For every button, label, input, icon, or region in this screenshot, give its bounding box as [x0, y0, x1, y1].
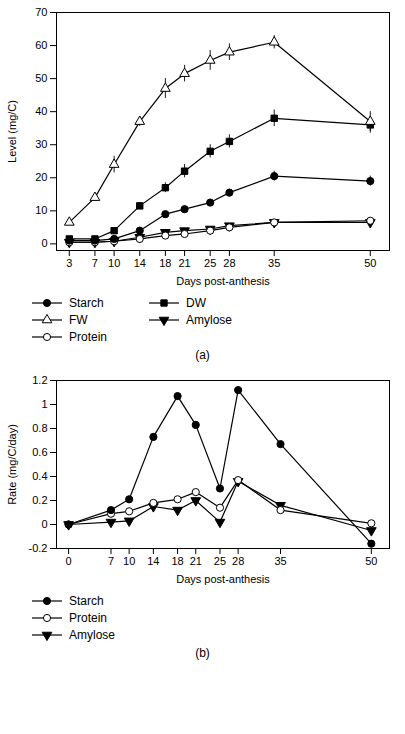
svg-text:35: 35 — [274, 555, 286, 567]
svg-text:21: 21 — [178, 257, 190, 269]
svg-text:14: 14 — [134, 257, 146, 269]
svg-text:0.2: 0.2 — [32, 494, 47, 506]
html-text:(b): (b) — [195, 646, 210, 660]
svg-text:7: 7 — [92, 257, 98, 269]
html-text:Protein: Protein — [69, 330, 107, 344]
svg-text:30: 30 — [35, 138, 47, 150]
svg-text:Level (mg/C): Level (mg/C) — [6, 100, 18, 163]
svg-text:40: 40 — [35, 105, 47, 117]
svg-text:0.4: 0.4 — [32, 470, 47, 482]
svg-text:21: 21 — [190, 555, 202, 567]
svg-text:10: 10 — [123, 555, 135, 567]
html-text:Starch: Starch — [69, 594, 104, 608]
svg-text:0: 0 — [41, 237, 47, 249]
svg-text:70: 70 — [35, 6, 47, 18]
svg-text:35: 35 — [268, 257, 280, 269]
html-text:DW: DW — [186, 296, 206, 310]
svg-text:50: 50 — [365, 555, 377, 567]
svg-text:Rate (mg/C/day): Rate (mg/C/day) — [6, 424, 18, 505]
html-text:Starch: Starch — [69, 296, 104, 310]
svg-text:0: 0 — [66, 555, 72, 567]
html-text:Amylose: Amylose — [186, 313, 232, 327]
svg-text:3: 3 — [66, 257, 72, 269]
svg-text:28: 28 — [223, 257, 235, 269]
svg-text:1: 1 — [41, 398, 47, 410]
html-text:Amylose: Amylose — [69, 628, 115, 642]
svg-text:0.6: 0.6 — [32, 446, 47, 458]
svg-text:0.8: 0.8 — [32, 422, 47, 434]
svg-text:10: 10 — [35, 204, 47, 216]
html-text:FW: FW — [69, 313, 88, 327]
svg-text:25: 25 — [204, 257, 216, 269]
svg-text:7: 7 — [108, 555, 114, 567]
svg-text:50: 50 — [35, 72, 47, 84]
svg-text:Days post-anthesis: Days post-anthesis — [176, 573, 270, 585]
svg-text:1.2: 1.2 — [32, 374, 47, 386]
svg-text:60: 60 — [35, 39, 47, 51]
svg-text:-0.2: -0.2 — [29, 542, 48, 554]
svg-text:20: 20 — [35, 171, 47, 183]
svg-text:25: 25 — [214, 555, 226, 567]
svg-text:50: 50 — [364, 257, 376, 269]
svg-text:14: 14 — [147, 555, 159, 567]
svg-text:Days post-anthesis: Days post-anthesis — [176, 275, 270, 287]
svg-text:18: 18 — [171, 555, 183, 567]
html-text:Protein: Protein — [69, 611, 107, 625]
svg-text:10: 10 — [108, 257, 120, 269]
svg-text:0: 0 — [41, 518, 47, 530]
svg-text:28: 28 — [232, 555, 244, 567]
svg-text:18: 18 — [159, 257, 171, 269]
html-text:(a): (a) — [195, 348, 210, 362]
